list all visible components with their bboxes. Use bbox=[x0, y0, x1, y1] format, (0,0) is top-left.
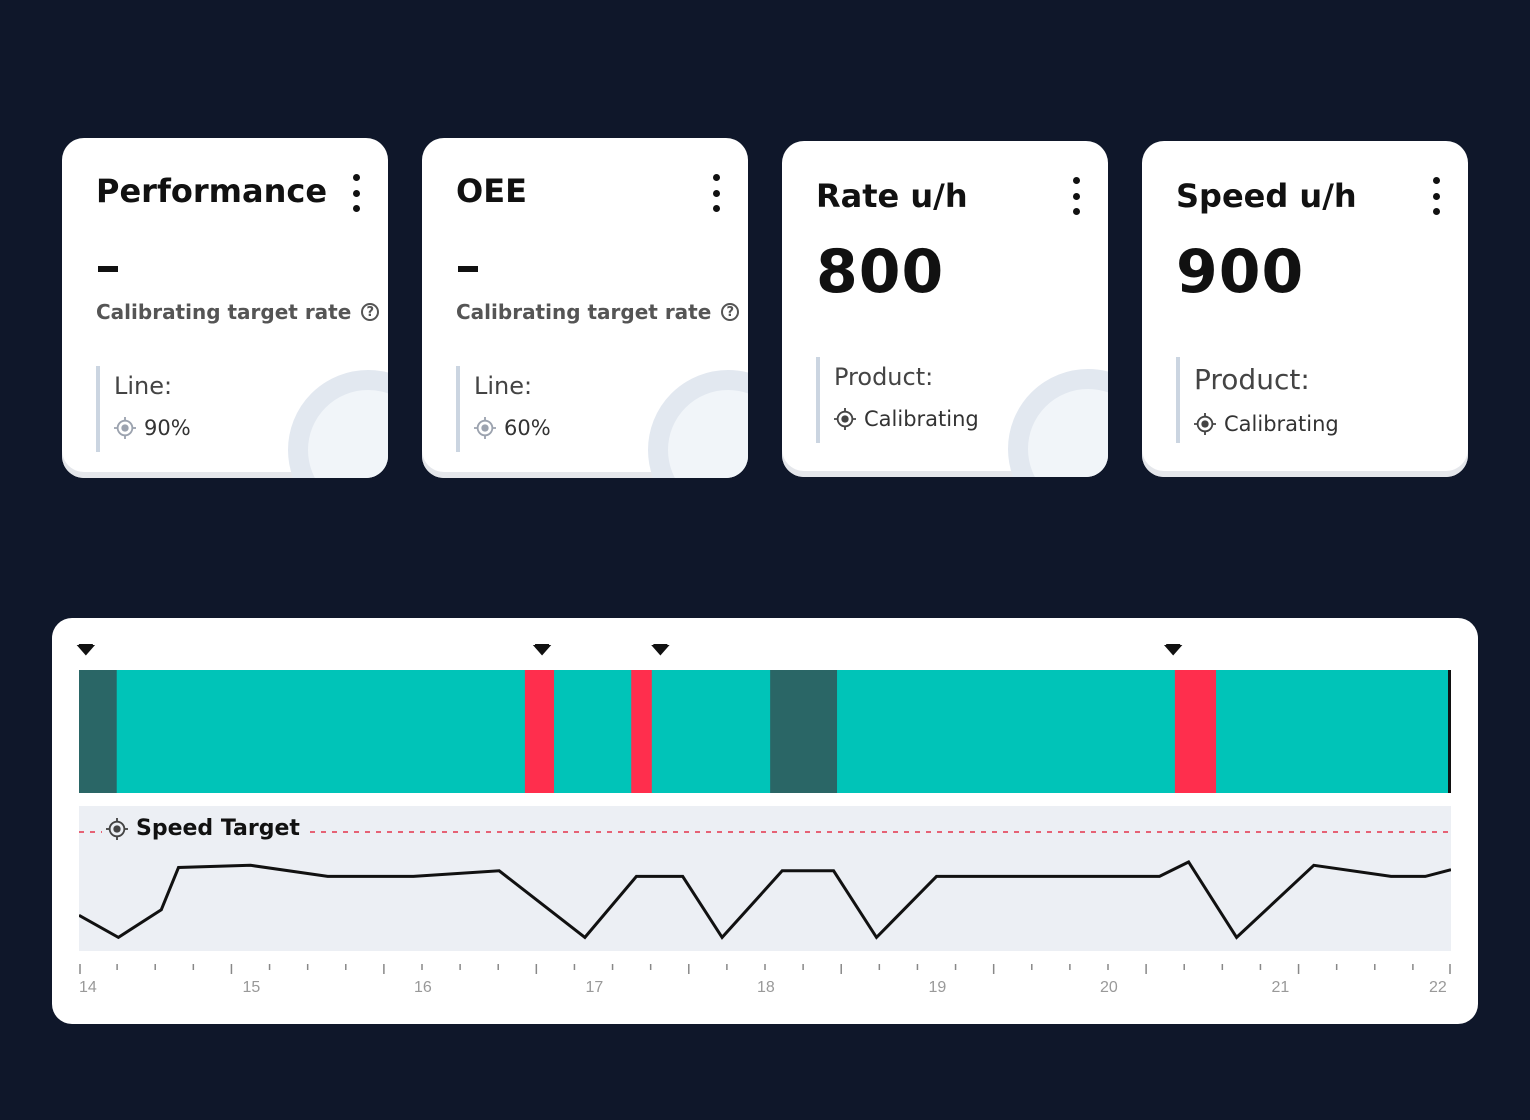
timeline-end-cursor bbox=[1448, 670, 1451, 793]
axis-tick-label: 17 bbox=[586, 979, 604, 996]
decorative-circle bbox=[288, 370, 388, 478]
decorative-circle bbox=[648, 370, 748, 478]
status-segment-running[interactable] bbox=[651, 670, 771, 793]
meta-label: Line: bbox=[474, 372, 533, 400]
speed-series-line bbox=[79, 860, 1451, 940]
meta-value: 60% bbox=[474, 416, 551, 440]
x-axis: 14 15 16 17 18 19 20 21 22 bbox=[79, 964, 1451, 996]
performance-card: Performance Calibrating target rate ? Li… bbox=[62, 138, 388, 478]
axis-tick-label: 18 bbox=[757, 979, 775, 996]
calibrating-text: Calibrating target rate bbox=[456, 300, 712, 324]
speed-target-text: Speed Target bbox=[136, 816, 300, 841]
axis-tick-label: 20 bbox=[1100, 979, 1118, 996]
event-markers bbox=[76, 644, 1183, 656]
card-title: OEE bbox=[456, 172, 527, 210]
more-options-icon[interactable] bbox=[706, 174, 726, 212]
decorative-circle bbox=[1008, 369, 1108, 477]
target-icon bbox=[834, 408, 856, 430]
card-value-placeholder bbox=[458, 266, 478, 272]
status-segment-stopped[interactable] bbox=[524, 670, 555, 793]
event-marker[interactable] bbox=[1163, 644, 1183, 656]
status-segment-stopped[interactable] bbox=[631, 670, 653, 793]
status-segment-running[interactable] bbox=[116, 670, 526, 793]
meta-value-text: 90% bbox=[144, 416, 191, 440]
card-subtitle: Calibrating target rate ? bbox=[96, 300, 380, 324]
status-segment-running[interactable] bbox=[554, 670, 632, 793]
card-meta: Product: Calibrating bbox=[816, 357, 979, 443]
rate-card: Rate u/h 800 Product: Calibrating bbox=[782, 141, 1108, 477]
card-meta: Product: Calibrating bbox=[1176, 357, 1339, 443]
status-segment-idle[interactable] bbox=[79, 670, 118, 793]
axis-tick-label: 15 bbox=[243, 979, 261, 996]
card-value: 900 bbox=[1176, 237, 1305, 307]
target-icon bbox=[106, 817, 128, 840]
card-meta: Line: 60% bbox=[456, 366, 551, 452]
more-options-icon[interactable] bbox=[1066, 177, 1086, 215]
event-marker[interactable] bbox=[76, 644, 96, 656]
speed-chart[interactable] bbox=[79, 806, 1451, 951]
speed-card: Speed u/h 900 Product: Calibrating bbox=[1142, 141, 1468, 477]
meta-label: Product: bbox=[1194, 363, 1310, 396]
axis-tick-label: 16 bbox=[414, 979, 432, 996]
status-segment-running[interactable] bbox=[1216, 670, 1451, 793]
meta-value: Calibrating bbox=[1194, 412, 1339, 436]
meta-label: Product: bbox=[834, 363, 934, 391]
card-value: 800 bbox=[816, 237, 945, 307]
help-icon[interactable]: ? bbox=[721, 303, 740, 321]
calibrating-text: Calibrating target rate bbox=[96, 300, 352, 324]
speed-target-label: Speed Target bbox=[102, 816, 304, 841]
target-icon bbox=[474, 417, 496, 439]
event-marker[interactable] bbox=[651, 644, 670, 656]
timeline-panel: Speed Target 14 15 16 17 18 19 20 21 22 bbox=[52, 618, 1478, 1024]
meta-value-text: Calibrating bbox=[1224, 412, 1339, 436]
card-value-placeholder bbox=[98, 266, 118, 272]
speed-chart-area bbox=[79, 806, 1451, 951]
meta-value: 90% bbox=[114, 416, 191, 440]
card-title: Speed u/h bbox=[1176, 177, 1357, 215]
status-segment-running[interactable] bbox=[837, 670, 1176, 793]
target-icon bbox=[114, 417, 136, 439]
help-icon[interactable]: ? bbox=[361, 303, 380, 321]
card-title: Performance bbox=[96, 172, 328, 210]
axis-tick-label: 21 bbox=[1272, 979, 1290, 996]
card-meta: Line: 90% bbox=[96, 366, 191, 452]
status-segment-stopped[interactable] bbox=[1174, 670, 1217, 793]
target-icon bbox=[1194, 413, 1216, 435]
event-marker[interactable] bbox=[532, 644, 552, 656]
more-options-icon[interactable] bbox=[1426, 177, 1446, 215]
card-subtitle: Calibrating target rate ? bbox=[456, 300, 740, 324]
meta-value-text: Calibrating bbox=[864, 407, 979, 431]
meta-label: Line: bbox=[114, 372, 173, 400]
card-title: Rate u/h bbox=[816, 177, 968, 215]
meta-value-text: 60% bbox=[504, 416, 551, 440]
meta-value: Calibrating bbox=[834, 407, 979, 431]
axis-tick-label: 22 bbox=[1429, 979, 1447, 996]
status-segment-idle[interactable] bbox=[770, 670, 838, 793]
axis-tick-label: 14 bbox=[79, 979, 97, 996]
oee-card: OEE Calibrating target rate ? Line: 60% bbox=[422, 138, 748, 478]
status-timeline[interactable] bbox=[79, 670, 1451, 793]
more-options-icon[interactable] bbox=[346, 174, 366, 212]
axis-tick-label: 19 bbox=[929, 979, 947, 996]
